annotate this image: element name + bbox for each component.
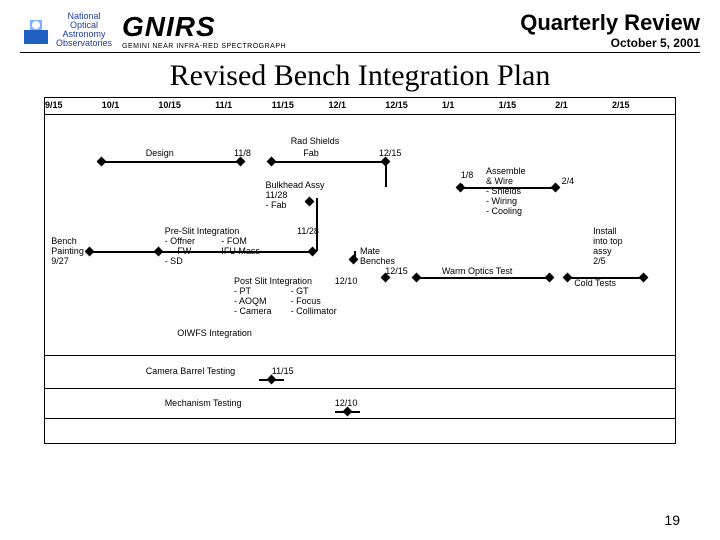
chart-hline: [45, 114, 675, 115]
chart-label: Assemble: [486, 166, 536, 176]
axis-tick: 2/1: [555, 100, 568, 110]
task-bar: [102, 161, 241, 163]
chart-label: - Camera: [234, 306, 276, 316]
chart-label: Install: [593, 226, 625, 236]
gnirs-title: GNIRS: [122, 11, 286, 43]
chart-label: - Collimator: [291, 306, 341, 316]
task-bar: [158, 251, 312, 253]
chart-label: - Wiring: [486, 196, 530, 206]
chart-label: Mechanism Testing: [165, 398, 255, 408]
axis-tick: 12/15: [385, 100, 408, 110]
chart-label: - SD: [165, 256, 189, 266]
header: National Optical Astronomy Observatories…: [0, 0, 720, 52]
chart-label: - FOM: [221, 236, 255, 246]
chart-label: - Focus: [291, 296, 327, 306]
axis-tick: 10/1: [102, 100, 120, 110]
chart-hline: [45, 355, 675, 356]
milestone-diamond: [550, 183, 560, 193]
axis-tick: 11/1: [215, 100, 232, 110]
noao-line-3: Observatories: [56, 39, 112, 48]
axis-tick: 2/15: [612, 100, 630, 110]
axis-tick: 10/15: [158, 100, 181, 110]
gnirs-logo: GNIRS GEMINI NEAR INFRA-RED SPECTROGRAPH: [122, 11, 286, 50]
milestone-diamond: [349, 255, 359, 265]
gantt-chart: 9/15 10/1 10/15 11/1 11/15 12/1 12/15 1/1 1/15 2/…: [44, 97, 676, 444]
chart-hline: [45, 388, 675, 389]
header-rule: [20, 52, 700, 53]
chart-label: 2/5: [593, 256, 613, 266]
task-bar: [461, 187, 556, 189]
chart-label: 9/27: [51, 256, 75, 266]
review-title: Quarterly Review: [520, 10, 700, 36]
telescope-icon: [20, 12, 54, 48]
noao-logo: National Optical Astronomy Observatories: [20, 12, 112, 48]
chart-label: & Wire: [486, 176, 526, 186]
chart-label: 11/28: [266, 190, 294, 200]
axis-tick: 12/1: [329, 100, 347, 110]
chart-label: - Offner: [165, 236, 205, 246]
chart-label: OIWFS Integration: [177, 328, 267, 338]
review-date: October 5, 2001: [520, 36, 700, 50]
chart-label: - Cooling: [486, 206, 532, 216]
axis-tick: 11/15: [272, 100, 294, 110]
milestone-diamond: [153, 247, 163, 257]
chart-label: - PT: [234, 286, 258, 296]
chart-label: 11/15: [272, 366, 300, 376]
chart-label: assy: [593, 246, 619, 256]
chart-label: Pre-Slit Integration: [165, 226, 251, 236]
page-number: 19: [664, 512, 680, 528]
chart-hline: [45, 418, 675, 419]
chart-label: Mate: [360, 246, 386, 256]
task-bar: [89, 251, 158, 253]
time-axis: 9/15 10/1 10/15 11/1 11/15 12/1 12/15 1/1 1/15 2/…: [45, 98, 675, 114]
chart-label: 11/28: [297, 226, 325, 236]
task-bar: [272, 161, 385, 163]
chart-label: 11/8: [234, 148, 258, 158]
milestone-diamond: [563, 273, 573, 283]
milestone-diamond: [97, 157, 107, 167]
task-bar: [417, 277, 549, 279]
chart-label: 12/10: [335, 398, 363, 408]
chart-label: Post Slit Integration: [234, 276, 320, 286]
milestone-diamond: [267, 157, 277, 167]
header-right: Quarterly Review October 5, 2001: [520, 10, 700, 50]
milestone-diamond: [305, 197, 315, 207]
chart-label: 12/15: [379, 148, 407, 158]
chart-label: Camera Barrel Testing: [146, 366, 246, 376]
task-bar: [568, 277, 644, 279]
chart-label: Benches: [360, 256, 402, 266]
milestone-diamond: [412, 273, 422, 283]
noao-text-block: National Optical Astronomy Observatories: [56, 12, 112, 48]
chart-label: 2/4: [562, 176, 582, 186]
axis-tick: 1/15: [499, 100, 517, 110]
axis-tick: 9/15: [45, 100, 63, 110]
gnirs-subtitle: GEMINI NEAR INFRA-RED SPECTROGRAPH: [122, 43, 286, 50]
chart-label: Cold Tests: [574, 278, 626, 288]
axis-tick: 1/1: [442, 100, 455, 110]
milestone-diamond: [456, 183, 466, 193]
chart-label: Warm Optics Test: [442, 266, 522, 276]
milestone-diamond: [544, 273, 554, 283]
page-title: Revised Bench Integration Plan: [0, 59, 720, 93]
chart-label: 12/10: [335, 276, 363, 286]
chart-label: into top: [593, 236, 631, 246]
milestone-diamond: [639, 273, 649, 283]
chart-label: Design: [146, 148, 182, 158]
chart-label: - GT: [291, 286, 315, 296]
chart-label: - AOQM: [234, 296, 274, 306]
chart-label: Bench: [51, 236, 85, 246]
chart-label: - Fab: [266, 200, 296, 210]
connector-line: [316, 198, 318, 251]
chart-label: Fab: [303, 148, 327, 158]
chart-label: 1/8: [461, 170, 481, 180]
chart-label: Rad Shields: [291, 136, 351, 146]
chart-label: Bulkhead Assy: [266, 180, 336, 190]
chart-label: 12/15: [385, 266, 413, 276]
